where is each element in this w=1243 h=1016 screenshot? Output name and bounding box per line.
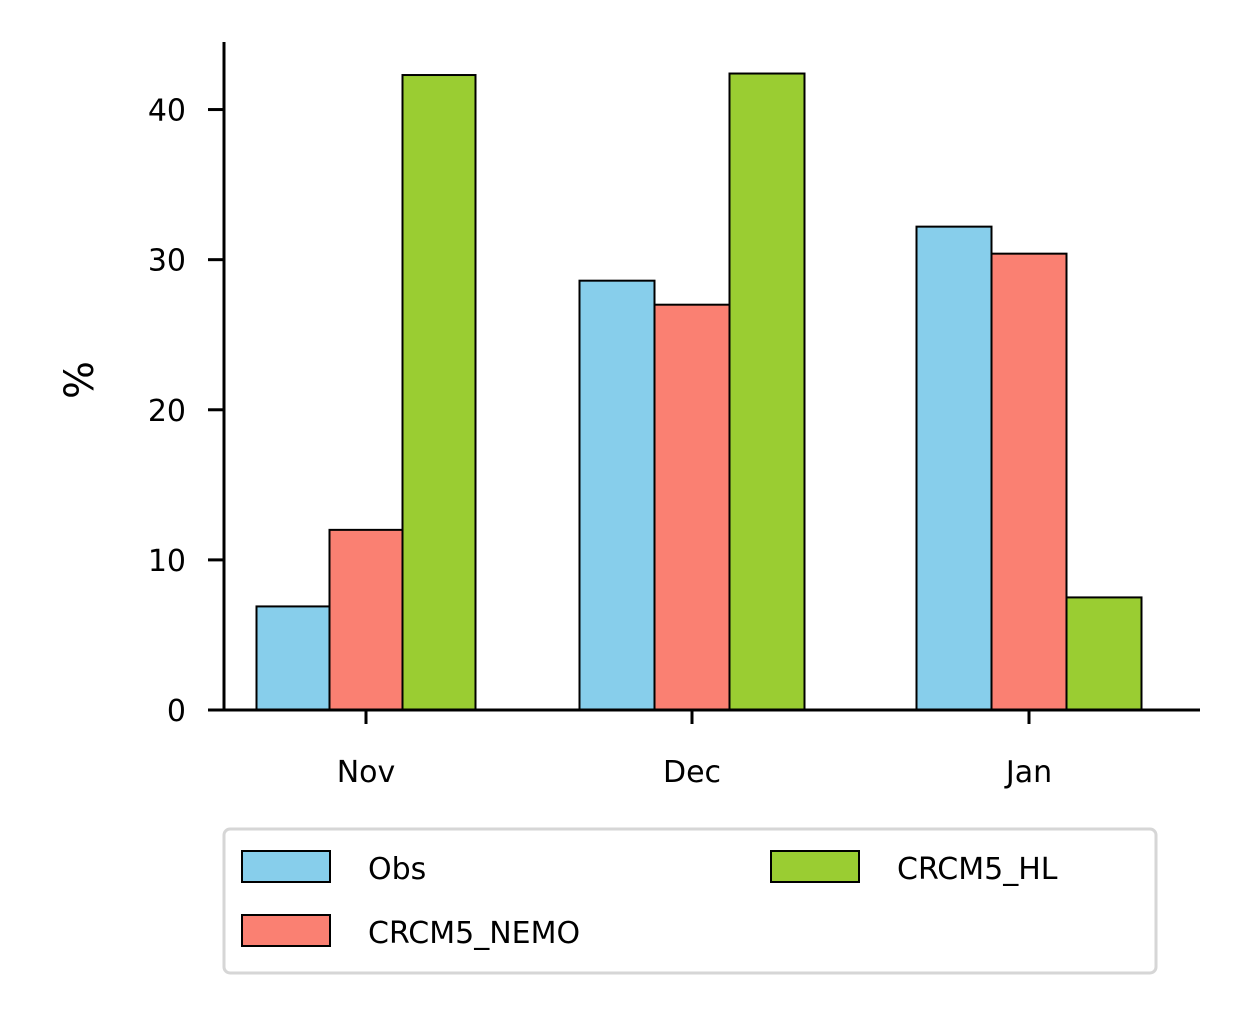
bars-group — [255, 72, 1143, 712]
x-tick-label: Jan — [1004, 755, 1052, 790]
y-tick-label: 30 — [148, 244, 186, 279]
bar-crcm5-nemo-jan — [990, 252, 1068, 712]
bar-obs-dec — [578, 279, 656, 711]
bar-crcm5-hl-nov — [401, 74, 477, 711]
legend-frame — [222, 827, 1158, 975]
bar-crcm5-nemo-nov — [328, 528, 404, 711]
legend-label-crcm5-nemo: CRCM5_NEMO — [368, 916, 580, 951]
y-tick-label: 10 — [148, 544, 186, 579]
x-tick-label: Dec — [663, 755, 721, 790]
axes-group: 0 10 20 30 40 Nov Dec Jan — [148, 42, 1200, 790]
legend-swatch-crcm5-hl — [770, 850, 860, 883]
y-tick-label: 0 — [167, 694, 186, 729]
legend-swatch-crcm5-nemo — [241, 914, 331, 947]
legend-label-crcm5-hl: CRCM5_HL — [897, 852, 1058, 887]
y-axis-label: % — [57, 361, 103, 399]
y-tick-label: 40 — [148, 94, 186, 129]
y-tick-label: 20 — [148, 394, 186, 429]
legend-swatch-obs — [241, 850, 331, 883]
legend: Obs CRCM5_NEMO CRCM5_HL — [222, 827, 1158, 975]
x-tick-label: Nov — [337, 755, 396, 790]
bar-crcm5-nemo-dec — [653, 303, 731, 711]
bar-obs-jan — [915, 225, 993, 711]
legend-label-obs: Obs — [368, 852, 426, 887]
bar-crcm5-hl-dec — [728, 72, 806, 711]
bar-obs-nov — [255, 605, 331, 712]
bar-crcm5-hl-jan — [1065, 596, 1143, 711]
